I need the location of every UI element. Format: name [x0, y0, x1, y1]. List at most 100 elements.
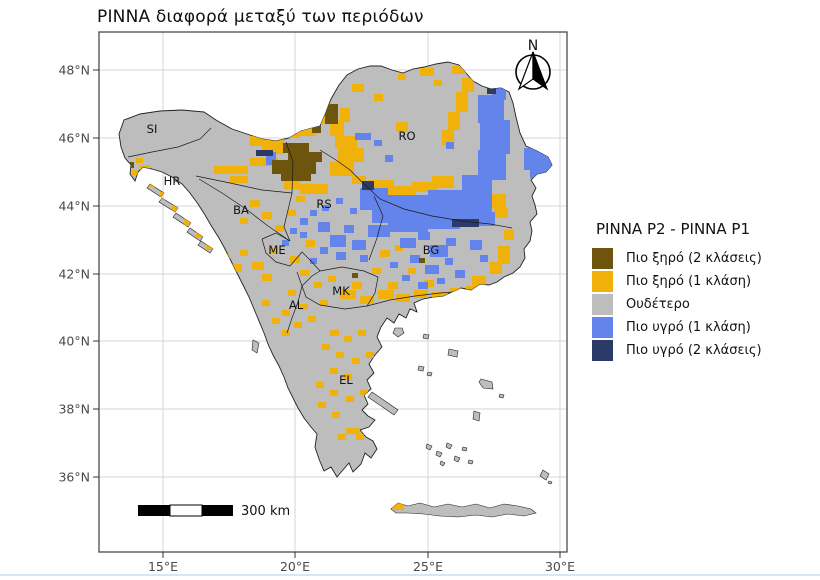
mainland-shape — [118, 61, 553, 478]
x-tick-label: 20°E — [280, 559, 310, 574]
border-sava — [195, 175, 293, 194]
cell-d1 — [330, 330, 339, 336]
cell-d1 — [494, 208, 508, 218]
border-rs-ro — [319, 149, 363, 183]
cell-d1 — [230, 176, 248, 183]
cell-d1 — [328, 276, 336, 282]
cell-d1 — [424, 280, 434, 287]
cell-w2 — [487, 85, 496, 94]
border-ro-bg — [361, 181, 513, 229]
cell-d1 — [214, 166, 248, 174]
y-tick-label: 38°N — [58, 402, 90, 417]
cell-w1 — [437, 278, 445, 284]
cell-d1 — [352, 282, 362, 289]
landmass — [118, 61, 553, 518]
cell-d2 — [281, 173, 311, 181]
legend-item-label: Πιο υγρό (1 κλάση) — [626, 320, 751, 335]
cell-w1 — [445, 258, 453, 265]
cell-w1 — [385, 155, 393, 162]
cell-d1 — [240, 250, 248, 256]
cell-w1 — [350, 208, 357, 214]
cell-d1 — [412, 182, 438, 192]
border-hr-rs — [285, 141, 294, 194]
cell-d1 — [388, 282, 398, 289]
cell-w1 — [385, 195, 430, 217]
cell-d1 — [352, 358, 360, 364]
legend-title: PINNA P2 - PINNA P1 — [596, 220, 751, 238]
legend: PINNA P2 - PINNA P1 Πιο ξηρό (2 κλάσεις)… — [592, 220, 818, 362]
country-label-al: AL — [289, 298, 304, 312]
cell-d1 — [282, 310, 290, 316]
cell-d1 — [360, 390, 368, 396]
scale-bar-label: 300 km — [241, 504, 290, 519]
cell-d1 — [250, 136, 284, 146]
legend-item-label: Πιο ξηρό (1 κλάση) — [626, 274, 752, 289]
country-label-mk: MK — [332, 284, 350, 298]
cell-d1 — [462, 78, 474, 92]
legend-item-label: Πιο υγρό (2 κλάσεις) — [626, 343, 762, 358]
country-label-me: ME — [268, 243, 285, 257]
cell-d1 — [420, 68, 434, 76]
legend-rows: Πιο ξηρό (2 κλάσεις) Πιο ξηρό (1 κλάση) Ου… — [592, 247, 818, 362]
cell-d2 — [352, 273, 358, 278]
cell-d2 — [272, 160, 316, 174]
cell-d1 — [290, 256, 300, 263]
cell-w1 — [360, 188, 388, 210]
cell-d1 — [136, 158, 143, 163]
bottom-divider — [0, 574, 820, 576]
country-label-ba: BA — [233, 203, 249, 217]
cell-d1 — [330, 390, 338, 396]
cell-w1 — [480, 255, 488, 262]
cell-w1 — [360, 255, 368, 262]
cell-w1 — [300, 218, 308, 225]
cell-d1 — [335, 136, 357, 148]
cell-w1 — [266, 152, 276, 165]
cell-d1 — [356, 434, 364, 440]
legend-item: Ουδέτερο — [592, 293, 818, 316]
cell-w1 — [310, 258, 317, 264]
cell-w1 — [322, 205, 329, 211]
cell-d2 — [288, 152, 322, 162]
border-mk — [301, 266, 379, 310]
cell-w1 — [355, 133, 371, 140]
cell-d1 — [288, 210, 296, 216]
cell-w1 — [282, 240, 289, 246]
cell-d1 — [340, 108, 350, 122]
cell-d1 — [414, 290, 428, 298]
cell-d1 — [346, 396, 354, 402]
cell-d1 — [498, 246, 510, 264]
cell-d1 — [392, 503, 404, 510]
cell-w1 — [330, 235, 346, 247]
cell-d1 — [380, 250, 390, 257]
cell-w1 — [336, 198, 343, 204]
legend-swatch-w2 — [592, 340, 613, 361]
y-tick-label: 36°N — [58, 470, 90, 485]
cell-d1 — [332, 412, 340, 418]
cell-w1 — [290, 228, 297, 234]
cell-d1 — [490, 262, 502, 274]
cell-d1 — [434, 80, 442, 86]
cell-w1 — [374, 140, 382, 146]
cell-w1 — [388, 222, 428, 232]
y-tick-label: 40°N — [58, 334, 90, 349]
cell-d1 — [338, 148, 364, 162]
cell-d1 — [132, 170, 138, 175]
cell-d1 — [456, 92, 468, 112]
cell-d1 — [300, 184, 328, 194]
cell-d2 — [283, 143, 309, 153]
border-dinaric — [198, 178, 291, 242]
border-me — [261, 232, 321, 272]
cell-d1 — [330, 162, 354, 176]
scale-bar-segment — [202, 505, 233, 516]
cell-d1 — [316, 382, 324, 388]
cell-w1 — [470, 240, 482, 250]
country-label-bg: BG — [423, 243, 440, 257]
cell-d1 — [336, 352, 344, 358]
border-si-hr — [127, 127, 212, 158]
cell-w1 — [410, 255, 420, 263]
cell-d1 — [318, 402, 326, 408]
north-arrow-label: N — [528, 38, 538, 54]
legend-item: Πιο υγρό (1 κλάση) — [592, 316, 818, 339]
cell-w1 — [430, 245, 448, 257]
